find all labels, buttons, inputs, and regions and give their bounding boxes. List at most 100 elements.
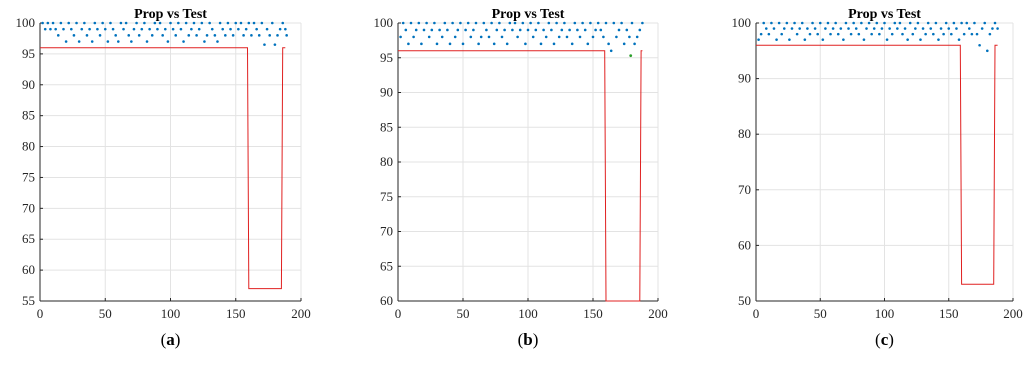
y-tick-label: 80 — [22, 139, 35, 154]
scatter-point — [70, 27, 73, 31]
scatter-point — [98, 34, 102, 37]
scatter-point — [46, 21, 50, 25]
panel-letter: c — [881, 330, 889, 349]
scatter-point — [612, 21, 616, 25]
scatter-point — [414, 28, 418, 32]
scatter-point — [547, 21, 551, 25]
scatter-point — [453, 35, 457, 39]
scatter-point — [870, 32, 873, 36]
scatter-point — [399, 35, 402, 39]
scatter-point — [973, 21, 976, 25]
scatter-point — [208, 21, 211, 25]
scatter-point — [883, 21, 886, 25]
scatter-point — [942, 32, 945, 36]
scatter-point — [811, 21, 814, 25]
y-tick-label: 65 — [380, 258, 393, 273]
scatter-point — [757, 38, 760, 41]
scatter-point — [213, 34, 217, 37]
scatter-point — [857, 32, 861, 36]
scatter-point — [939, 27, 943, 30]
scatter-point — [265, 27, 269, 31]
scatter-point — [813, 27, 817, 30]
scatter-point — [83, 21, 86, 25]
scatter-point — [576, 28, 579, 32]
scatter-point — [404, 28, 408, 32]
scatter-point — [596, 21, 600, 25]
scatter-point — [435, 42, 439, 46]
scatter-point — [479, 35, 483, 39]
scatter-point — [847, 27, 850, 30]
y-tick-label: 55 — [22, 293, 35, 308]
scatter-point — [513, 21, 517, 25]
scatter-point — [808, 32, 812, 36]
scatter-point — [955, 27, 958, 30]
scatter-point — [130, 40, 133, 43]
scatter-point — [448, 42, 452, 46]
scatter-point — [119, 21, 123, 25]
scatter-point — [49, 27, 52, 31]
x-tick-label: 100 — [161, 306, 181, 321]
y-tick-label: 100 — [16, 15, 36, 30]
scatter-point — [237, 27, 240, 31]
scatter-point — [174, 34, 178, 37]
scatter-point — [41, 21, 44, 25]
scatter-point — [914, 27, 917, 30]
scatter-point — [842, 38, 845, 41]
scatter-point — [500, 35, 504, 39]
scatter-point — [127, 34, 131, 37]
scatter-point — [775, 38, 778, 41]
scatter-point — [926, 21, 930, 25]
scatter-point — [433, 21, 436, 25]
scatter-point — [591, 35, 595, 39]
panel-label: (b) — [518, 330, 539, 349]
scatter-point — [498, 21, 501, 25]
scatter-point — [759, 32, 763, 36]
scatter-point — [824, 27, 827, 30]
y-tick-label: 85 — [380, 119, 393, 134]
scatter-point — [85, 34, 89, 37]
scatter-point — [231, 34, 235, 37]
scatter-point — [849, 32, 853, 36]
chart-title: Prop vs Test — [134, 7, 207, 22]
scatter-point — [440, 35, 444, 39]
scatter-point — [836, 32, 840, 36]
scatter-point — [937, 38, 940, 41]
scatter-point — [620, 21, 623, 25]
scatter-point — [505, 42, 509, 46]
scatter-point — [890, 32, 894, 36]
chart-panel-b: 0 50 100 150 200 60 65 70 75 80 85 90 95 100 Prop vs T… — [374, 7, 668, 349]
scatter-point — [957, 38, 961, 41]
y-tick-label: 100 — [374, 15, 394, 30]
scatter-point — [75, 21, 78, 25]
scatter-point — [145, 40, 149, 43]
y-tick-label: 80 — [738, 126, 751, 141]
scatter-point — [43, 27, 47, 31]
scatter-point — [451, 21, 454, 25]
scatter-point — [446, 28, 449, 32]
scatter-point — [526, 28, 530, 32]
scatter-point — [916, 21, 920, 25]
scatter-point — [896, 27, 899, 30]
scatter-point — [184, 21, 188, 25]
scatter-point — [962, 32, 966, 36]
scatter-point — [54, 27, 57, 31]
scatter-point — [422, 28, 426, 32]
scatter-point — [978, 43, 981, 47]
scatter-point — [880, 27, 884, 30]
scatter-point — [158, 21, 162, 25]
scatter-point — [975, 32, 979, 36]
scatter-point — [482, 21, 486, 25]
scatter-point — [51, 21, 55, 25]
scatter-point — [443, 21, 447, 25]
scatter-point — [226, 21, 230, 25]
scatter-point — [281, 21, 285, 25]
scatter-point — [630, 21, 634, 25]
scatter-point — [250, 34, 253, 37]
scatter-point — [474, 21, 478, 25]
x-tick-label: 150 — [583, 306, 603, 321]
scatter-point — [516, 35, 519, 39]
scatter-point — [555, 21, 558, 25]
scatter-point — [96, 27, 99, 31]
y-tick-label: 50 — [738, 293, 751, 308]
scatter-point — [456, 28, 460, 32]
